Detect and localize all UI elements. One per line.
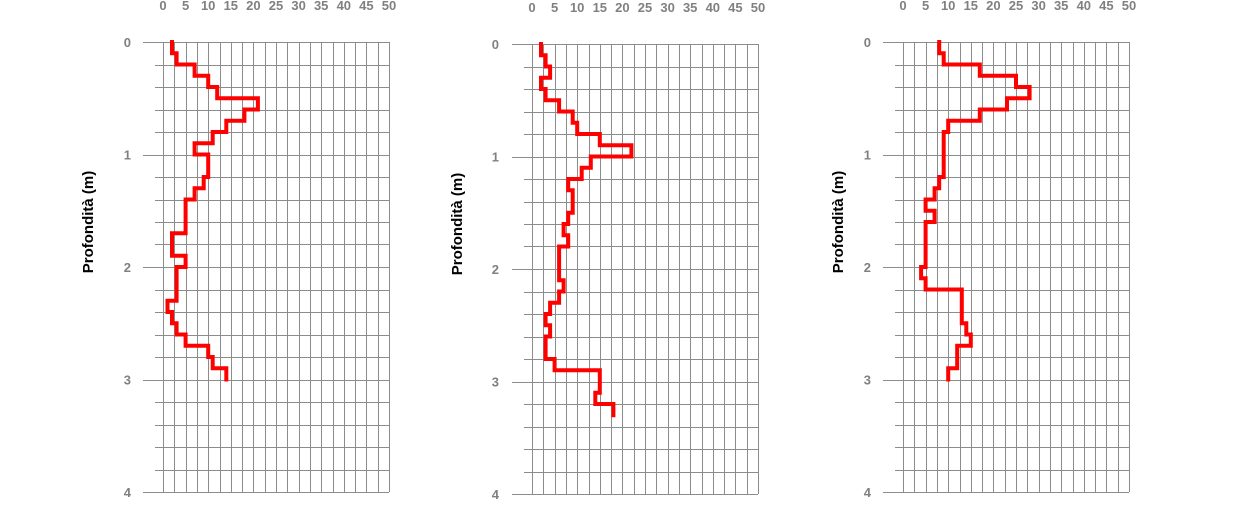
x-tick-label: 50 <box>1122 0 1136 13</box>
x-tick-label: 15 <box>964 0 978 13</box>
data-series-line <box>165 40 260 382</box>
x-tick-label: 0 <box>528 0 535 15</box>
x-tick-label: 30 <box>660 0 674 15</box>
x-tick-label: 10 <box>941 0 955 13</box>
x-tick-label: 25 <box>1009 0 1023 13</box>
x-tick-label: 15 <box>593 0 607 15</box>
x-tick-label: 45 <box>728 0 742 15</box>
x-tick-label: 20 <box>615 0 629 15</box>
x-tick-label: 15 <box>224 0 238 13</box>
x-tick-label: 40 <box>337 0 351 13</box>
y-tick-label: 2 <box>124 260 131 275</box>
x-tick-label: 40 <box>1077 0 1091 13</box>
chart-panel-2: 0 5 10 15 20 25 30 35 40 45 50 0 1 2 3 4 Profondità (m) <box>449 0 765 502</box>
x-tick-label: 30 <box>1031 0 1045 13</box>
y-tick-label: 2 <box>864 260 871 275</box>
data-series-line <box>919 40 1032 382</box>
x-tick-label: 35 <box>683 0 697 15</box>
x-tick-label: 30 <box>291 0 305 13</box>
x-tick-label: 0 <box>159 0 166 13</box>
y-tick-label: 4 <box>492 487 500 502</box>
x-tick-label: 20 <box>986 0 1000 13</box>
x-tick-label: 5 <box>182 0 189 13</box>
x-tick-label: 10 <box>570 0 584 15</box>
y-axis-label: Profondità (m) <box>830 171 847 274</box>
x-tick-label: 45 <box>359 0 373 13</box>
y-tick-label: 0 <box>492 37 499 52</box>
x-tick-label: 35 <box>1054 0 1068 13</box>
x-tick-label: 5 <box>922 0 929 13</box>
data-series-line <box>539 42 634 418</box>
y-tick-label: 3 <box>864 373 871 388</box>
x-tick-label: 40 <box>706 0 720 15</box>
x-tick-label: 45 <box>1099 0 1113 13</box>
y-tick-label: 1 <box>492 150 499 165</box>
x-tick-label: 20 <box>246 0 260 13</box>
y-axis-label: Profondità (m) <box>80 171 97 274</box>
x-tick-label: 0 <box>899 0 906 13</box>
y-tick-label: 1 <box>124 148 131 163</box>
y-tick-label: 0 <box>864 35 871 50</box>
y-tick-label: 0 <box>124 35 131 50</box>
chart-panel-3: 0 5 10 15 20 25 30 35 40 45 50 0 1 2 3 4 Profondità (m) <box>830 0 1136 500</box>
y-tick-label: 2 <box>492 262 499 277</box>
x-tick-label: 50 <box>382 0 396 13</box>
x-tick-label: 25 <box>638 0 652 15</box>
y-tick-label: 3 <box>124 373 131 388</box>
x-tick-label: 5 <box>551 0 558 15</box>
y-tick-label: 4 <box>124 485 132 500</box>
x-tick-label: 10 <box>201 0 215 13</box>
chart-panel-1: 0 5 10 15 20 25 30 35 40 45 50 0 1 2 3 4 Profondità (m) <box>80 0 396 500</box>
y-axis-label: Profondità (m) <box>449 173 466 276</box>
x-tick-label: 25 <box>269 0 283 13</box>
y-tick-label: 1 <box>864 148 871 163</box>
x-tick-label: 50 <box>751 0 765 15</box>
x-tick-label: 35 <box>314 0 328 13</box>
y-tick-label: 3 <box>492 375 499 390</box>
y-tick-label: 4 <box>864 485 872 500</box>
